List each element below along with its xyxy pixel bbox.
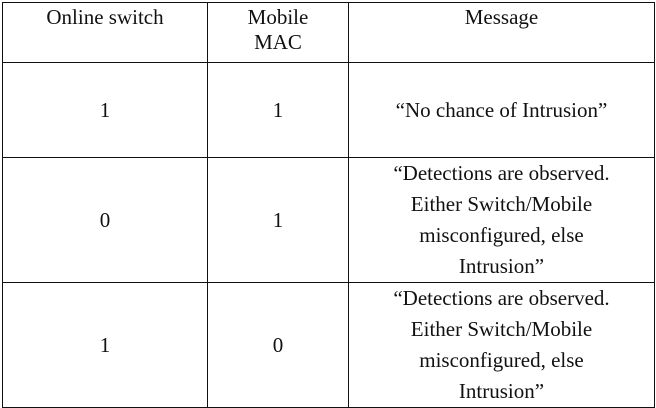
table-row: 1 0 “Detections are observed. Either Swi…: [2, 282, 655, 408]
header-mobile-mac-line: Mobile: [247, 5, 309, 29]
cell-message: “Detections are observed. Either Switch/…: [348, 157, 655, 283]
header-mobile-mac-line: MAC: [254, 30, 302, 54]
cell-online-switch: 1: [2, 62, 208, 158]
message-line: “No chance of Intrusion”: [395, 97, 608, 122]
message-line: misconfigured, else: [419, 348, 584, 372]
cell-online-switch: 1: [2, 282, 208, 408]
header-message: Message: [348, 2, 655, 63]
cell-message: “Detections are observed. Either Switch/…: [348, 282, 655, 408]
cell-mobile-mac: 0: [207, 282, 349, 408]
table-row: 0 1 “Detections are observed. Either Swi…: [2, 157, 655, 283]
message-line: “Detections are observed.: [393, 286, 610, 310]
message-line: Intrusion”: [458, 254, 545, 278]
table-row: 1 1 “No chance of Intrusion”: [2, 62, 655, 158]
message-line: Intrusion”: [458, 379, 545, 403]
message-line: Either Switch/Mobile: [410, 317, 593, 341]
cell-online-switch: 0: [2, 157, 208, 283]
message-line: Either Switch/Mobile: [410, 192, 593, 216]
cell-mobile-mac: 1: [207, 157, 349, 283]
header-online-switch: Online switch: [2, 2, 208, 63]
cell-message: “No chance of Intrusion”: [348, 62, 655, 158]
message-line: misconfigured, else: [419, 223, 584, 247]
table-header-row: Online switch Mobile MAC Message: [2, 2, 655, 63]
message-line: “Detections are observed.: [393, 161, 610, 185]
header-mobile-mac: Mobile MAC: [207, 2, 349, 63]
cell-mobile-mac: 1: [207, 62, 349, 158]
